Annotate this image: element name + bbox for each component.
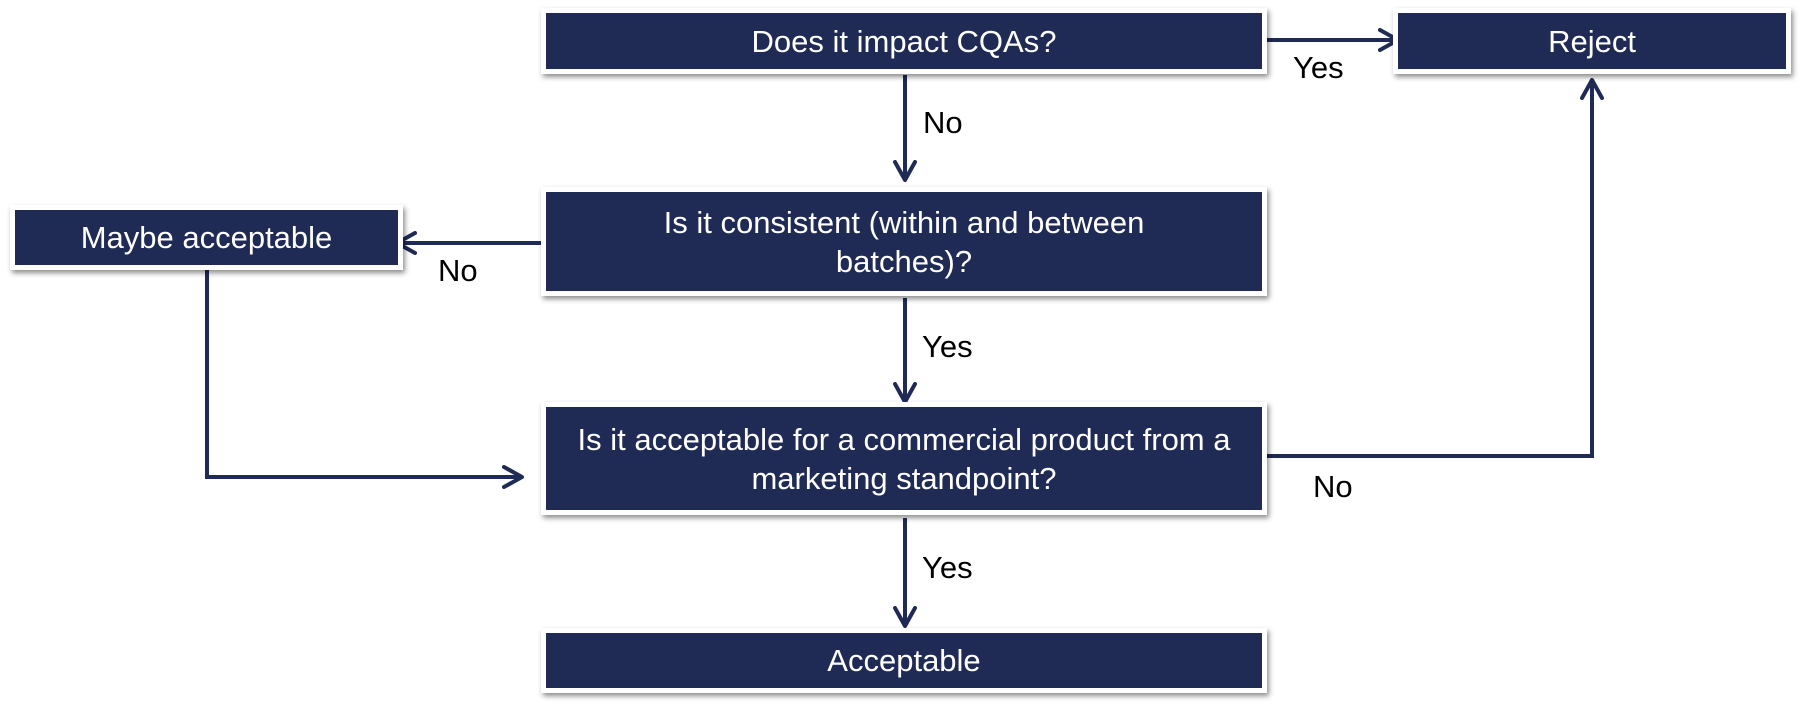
edge-label-consistent-no: No	[438, 253, 478, 288]
arrow-maybe-to-marketing	[205, 270, 524, 489]
edge-label-cqa-yes: Yes	[1293, 50, 1344, 85]
node-maybe-acceptable: Maybe acceptable	[10, 205, 403, 270]
node-consistent-question: Is it consistent (within and between bat…	[541, 187, 1267, 296]
node-cqa-question: Does it impact CQAs?	[541, 8, 1267, 74]
arrow-marketing-to-reject	[1267, 78, 1604, 458]
edge-label-consistent-yes: Yes	[922, 329, 973, 364]
node-cqa-question-label: Does it impact CQAs?	[751, 23, 1057, 59]
edge-label-cqa-no: No	[923, 105, 963, 140]
node-consistent-question-label: Is it consistent (within and between bat…	[663, 204, 1145, 279]
node-acceptable: Acceptable	[541, 628, 1267, 693]
edge-label-marketing-no: No	[1313, 469, 1353, 504]
node-acceptable-label: Acceptable	[827, 643, 981, 678]
node-marketing-question-label: Is it acceptable for a commercial produc…	[577, 421, 1231, 496]
node-reject: Reject	[1393, 8, 1791, 74]
node-reject-label: Reject	[1548, 23, 1636, 59]
node-marketing-question: Is it acceptable for a commercial produc…	[541, 402, 1267, 515]
node-maybe-acceptable-label: Maybe acceptable	[80, 220, 333, 255]
edge-label-marketing-yes: Yes	[922, 550, 973, 585]
